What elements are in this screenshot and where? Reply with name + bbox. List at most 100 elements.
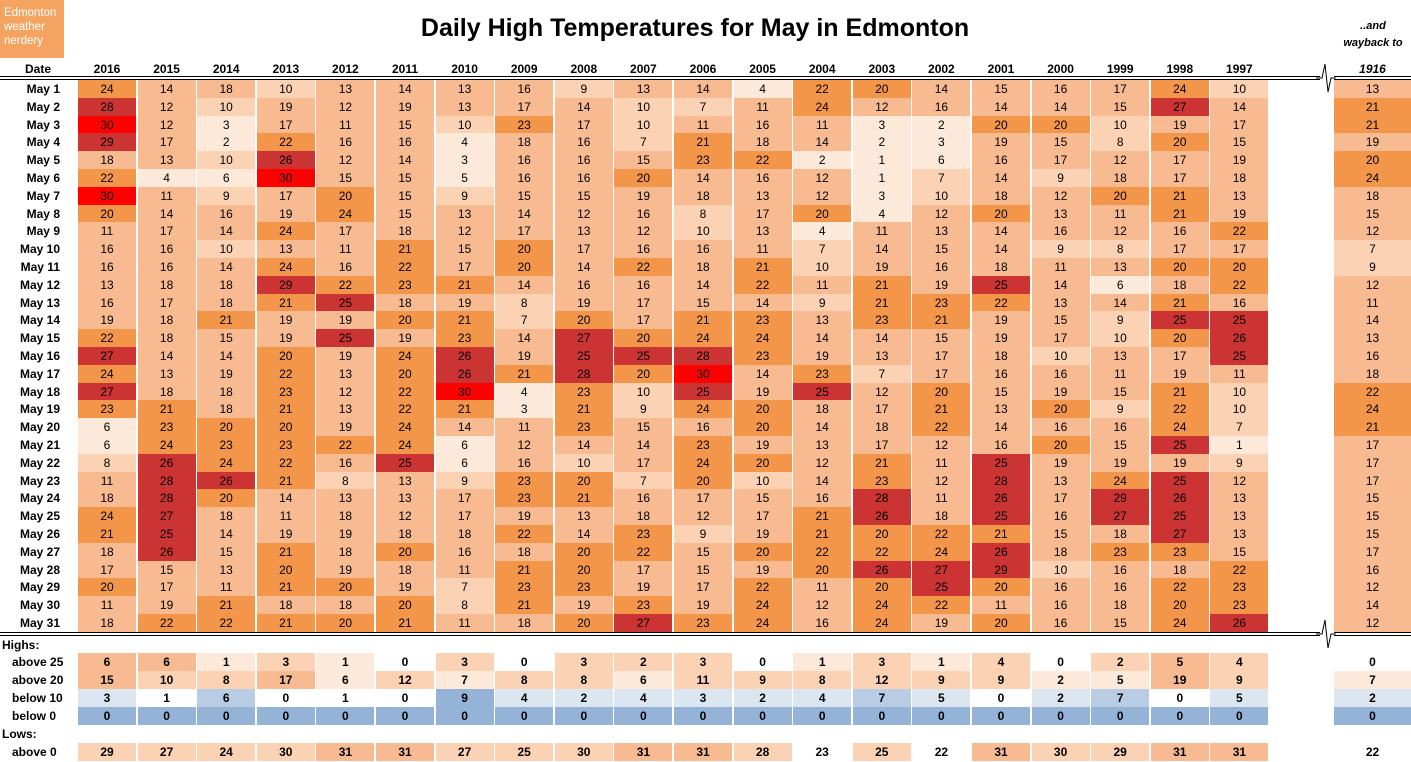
heat-cell: 14 [674,275,732,294]
heat-cell-1916: 12 [1334,578,1411,597]
highs-count-cell: 17 [256,671,315,689]
heat-cell: 23 [733,347,792,365]
heat-cell: 11 [1031,258,1090,276]
heat-cell: 8 [1091,133,1150,152]
heat-cell: 18 [137,275,196,294]
heat-cell: 13 [793,436,852,454]
heat-cell: 8 [435,596,494,615]
heat-cell: 26 [972,542,1030,561]
heat-cell: 21 [972,525,1030,543]
heat-cell: 17 [435,489,494,508]
highs-count-cell: 4 [1210,653,1269,671]
heat-cell: 26 [852,560,911,579]
heat-cell: 17 [614,453,673,472]
heat-cell: 17 [1031,489,1090,508]
heat-cell-1916: 15 [1334,489,1411,508]
heat-cell: 10 [435,115,494,134]
heat-cell: 19 [256,329,315,348]
day-label: May 30 [19,598,60,613]
heat-cell-1916: 24 [1334,400,1411,419]
heat-cell: 16 [972,364,1030,383]
heat-cell: 14 [852,329,911,348]
heat-cell: 11 [1091,204,1150,223]
heat-cell: 16 [1031,596,1090,615]
heat-cell: 24 [78,364,136,383]
heat-cell: 14 [137,204,196,223]
heat-cell: 15 [197,542,256,561]
heat-cell: 6 [197,169,256,187]
heat-cell: 17 [495,97,554,116]
lows-count-cell: 31 [1210,743,1269,761]
heat-cell: 16 [376,133,434,152]
heat-cell: 20 [316,614,375,632]
heat-cell: 13 [137,151,196,170]
heat-cell: 19 [376,578,434,597]
heat-cell: 9 [197,186,256,205]
heat-cell: 17 [435,258,494,276]
year-header: 2001 [987,62,1015,76]
heat-cell: 18 [78,489,136,508]
heat-cell: 20 [912,382,971,401]
highs-count-cell: 0 [376,653,434,671]
heat-cell: 21 [852,275,911,294]
lows-count-cell: 30 [1031,743,1090,761]
heat-cell: 17 [1210,115,1269,134]
heat-cell: 18 [495,542,554,561]
heat-cell: 16 [1091,560,1150,579]
heat-cell: 3 [852,186,911,205]
heat-cell: 30 [674,364,732,383]
heat-cell: 20 [614,364,673,383]
heat-cell: 21 [435,311,494,330]
heat-cell: 4 [495,382,554,401]
heat-cell: 15 [912,240,971,259]
heat-cell: 18 [435,525,494,543]
heat-cell: 22 [256,133,315,152]
heat-cell: 20 [554,471,613,490]
heat-cell: 26 [137,542,196,561]
highs-count-cell: 0 [1031,707,1090,725]
heat-cell: 21 [495,364,554,383]
highs-count-cell: 8 [197,671,256,689]
heat-cell: 7 [793,240,852,259]
heat-cell: 11 [435,560,494,579]
heat-cell: 10 [1031,347,1090,365]
day-label: May 3 [26,117,60,132]
day-label: May 2 [26,99,60,114]
heat-cell: 14 [793,329,852,348]
heat-cell: 14 [554,436,613,454]
heat-cell: 25 [376,453,434,472]
heat-cell: 22 [852,542,911,561]
heat-cell: 20 [376,596,434,615]
year-header: 1916 [1359,62,1386,76]
heat-cell: 18 [316,542,375,561]
day-label: May 10 [19,242,60,257]
heat-cell: 23 [495,578,554,597]
heat-cell: 25 [1150,507,1209,526]
heat-cell: 20 [554,560,613,579]
heat-cell: 10 [1210,382,1269,401]
heat-cell: 14 [793,471,852,490]
highs-section-label: Highs: [2,638,40,652]
heat-cell-1916: 13 [1334,80,1411,98]
heat-cell: 3 [435,151,494,170]
heat-cell: 18 [793,400,852,419]
heat-cell: 23 [495,115,554,134]
heat-cell: 19 [852,258,911,276]
heat-cell: 9 [1210,453,1269,472]
lows-count-cell: 25 [852,743,911,761]
heat-cell: 17 [1150,151,1209,170]
heat-cell: 20 [972,115,1030,134]
day-label: May 25 [19,509,60,524]
year-header: 1997 [1226,62,1253,76]
highs-count-cell: 2 [1031,689,1090,707]
heat-cell: 24 [1150,418,1209,437]
heat-cell: 19 [1150,364,1209,383]
highs-row-label: above 25 [12,655,64,669]
heat-cell: 17 [316,222,375,241]
heat-cell: 21 [554,400,613,419]
heat-cell: 18 [912,507,971,526]
heat-cell: 27 [78,382,136,401]
highs-row-label: below 10 [12,691,63,705]
heat-cell: 18 [137,329,196,348]
heat-cell: 30 [256,169,315,187]
